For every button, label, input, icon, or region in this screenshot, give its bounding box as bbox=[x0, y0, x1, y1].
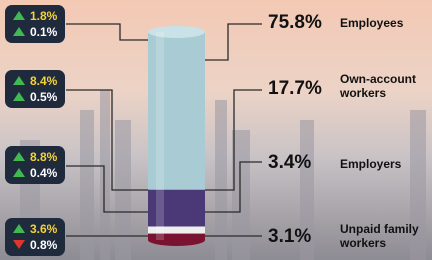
category-label: Employees bbox=[340, 16, 432, 30]
arrow-up bbox=[13, 76, 25, 85]
infographic: 75.8% Employees 1.8% 0.1% 17.7% Own-account w… bbox=[0, 0, 432, 260]
cylinder-shine bbox=[156, 32, 164, 240]
chart bbox=[0, 0, 432, 260]
category-label: Unpaid family workers bbox=[340, 222, 432, 250]
arrow-up bbox=[13, 168, 25, 177]
value-label: 3.1% bbox=[268, 226, 311, 248]
change-value: 0.8% bbox=[30, 238, 57, 252]
change-value: 8.4% bbox=[30, 74, 57, 88]
change-value: 3.6% bbox=[30, 222, 57, 236]
arrow-up bbox=[13, 224, 25, 233]
category-label: Employers bbox=[340, 157, 432, 171]
arrow-up bbox=[13, 92, 25, 101]
change-value: 0.1% bbox=[30, 25, 57, 39]
value-label: 17.7% bbox=[268, 78, 322, 100]
arrow-up bbox=[13, 152, 25, 161]
change-value: 8.8% bbox=[30, 150, 57, 164]
change-value: 0.5% bbox=[30, 90, 57, 104]
value-label: 75.8% bbox=[268, 12, 322, 34]
change-value: 0.4% bbox=[30, 166, 57, 180]
arrow-up bbox=[13, 27, 25, 36]
change-value: 1.8% bbox=[30, 9, 57, 23]
arrow-down bbox=[13, 240, 25, 249]
arrow-up bbox=[13, 11, 25, 20]
value-label: 3.4% bbox=[268, 152, 311, 174]
category-label: Own-account workers bbox=[340, 72, 432, 100]
